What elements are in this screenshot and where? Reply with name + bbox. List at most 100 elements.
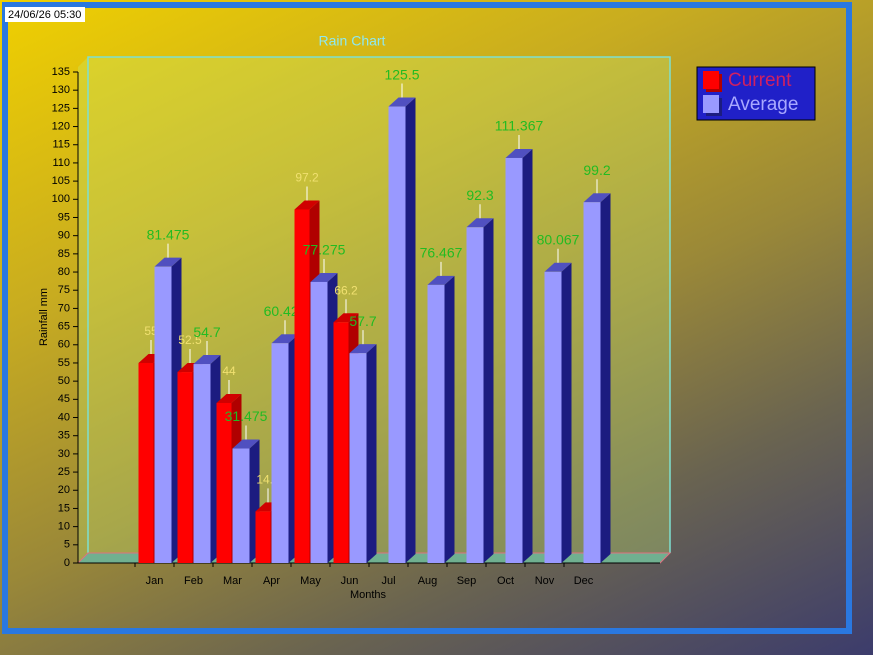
y-tick-label: 95 xyxy=(58,211,70,223)
y-tick-label: 120 xyxy=(52,120,70,132)
bar-top xyxy=(154,257,182,267)
x-tick-label: Oct xyxy=(497,575,514,587)
timestamp: 24/06/26 05:30 xyxy=(8,9,81,21)
bar-top xyxy=(193,355,221,365)
bar xyxy=(255,511,271,563)
x-axis-title: Months xyxy=(350,589,387,601)
y-tick-label: 5 xyxy=(64,539,70,551)
bar xyxy=(310,281,328,563)
bar-top xyxy=(388,97,416,107)
y-tick-label: 20 xyxy=(58,484,70,496)
value-label: 54.7 xyxy=(193,324,220,340)
bar xyxy=(154,266,172,563)
value-label: 44 xyxy=(222,364,236,378)
y-tick-label: 15 xyxy=(58,502,70,514)
x-tick-label: Jul xyxy=(381,575,395,587)
bar-side xyxy=(561,262,572,563)
y-tick-label: 40 xyxy=(58,411,70,423)
y-tick-label: 110 xyxy=(52,157,70,169)
y-tick-label: 65 xyxy=(58,320,70,332)
y-tick-label: 135 xyxy=(52,66,70,78)
legend-label: Current xyxy=(728,70,792,91)
x-tick-label: Sep xyxy=(457,575,477,587)
bar-top xyxy=(271,334,299,344)
bar xyxy=(216,402,232,563)
bar xyxy=(177,372,193,563)
legend-swatch xyxy=(703,95,719,113)
chart-title: Rain Chart xyxy=(319,33,386,49)
value-label: 111.367 xyxy=(495,118,544,134)
bar-side xyxy=(366,344,377,563)
y-tick-label: 30 xyxy=(58,448,70,460)
y-tick-label: 90 xyxy=(58,230,70,242)
y-tick-label: 35 xyxy=(58,430,70,442)
bar-top xyxy=(466,218,494,228)
y-axis-title: Rainfall mm xyxy=(38,288,50,346)
bar-side xyxy=(522,148,533,563)
wall-border xyxy=(87,56,671,553)
bar xyxy=(466,227,484,563)
y-tick-label: 100 xyxy=(52,193,70,205)
y-tick-label: 115 xyxy=(52,139,70,151)
x-tick-label: Dec xyxy=(574,575,594,587)
bar-top xyxy=(349,344,377,354)
timestamp-box xyxy=(5,7,85,22)
value-label: 76.467 xyxy=(420,245,463,261)
y-tick-label: 125 xyxy=(52,102,70,114)
bar-top xyxy=(216,393,242,403)
bar xyxy=(294,209,310,564)
value-label: 97.2 xyxy=(295,171,319,185)
x-tick-label: Jun xyxy=(341,575,359,587)
x-tick-label: Mar xyxy=(223,575,242,587)
y-tick-label: 10 xyxy=(58,521,70,533)
legend-label: Average xyxy=(728,94,798,115)
y-tick-label: 70 xyxy=(58,302,70,314)
value-label: 92.3 xyxy=(466,187,493,203)
bar-top xyxy=(583,193,611,203)
bar xyxy=(544,271,562,563)
x-tick-label: May xyxy=(300,575,321,587)
legend-swatch xyxy=(703,71,719,89)
value-label: 31.475 xyxy=(225,408,268,424)
y-tick-label: 75 xyxy=(58,284,70,296)
bar-side xyxy=(444,275,455,563)
bar xyxy=(427,284,445,563)
x-tick-label: Apr xyxy=(263,575,280,587)
value-label: 125.5 xyxy=(384,66,419,82)
bar-side xyxy=(600,193,611,563)
bar xyxy=(232,448,250,563)
y-tick-label: 45 xyxy=(58,393,70,405)
y-tick-label: 85 xyxy=(58,248,70,260)
y-tick-label: 105 xyxy=(52,175,70,187)
bar-top xyxy=(544,262,572,272)
y-tick-label: 25 xyxy=(58,466,70,478)
bar-top xyxy=(427,275,455,285)
value-label: 99.2 xyxy=(583,162,610,178)
bar-top xyxy=(310,272,338,282)
bar xyxy=(349,353,367,563)
bar-top xyxy=(505,148,533,158)
y-tick-label: 55 xyxy=(58,357,70,369)
value-label: 57.7 xyxy=(349,313,376,329)
bar xyxy=(138,362,154,563)
bar-side xyxy=(405,97,416,563)
bar xyxy=(271,343,289,563)
bar xyxy=(388,106,406,563)
bar xyxy=(333,322,349,563)
y-tick-label: 130 xyxy=(52,84,70,96)
x-tick-label: Jan xyxy=(146,575,164,587)
y-tick-label: 60 xyxy=(58,339,70,351)
bar xyxy=(505,157,523,563)
y-tick-label: 0 xyxy=(64,557,70,569)
bar-top xyxy=(294,200,320,210)
y-tick-label: 50 xyxy=(58,375,70,387)
y-tick-label: 80 xyxy=(58,266,70,278)
bar-side xyxy=(483,218,494,563)
bar-top xyxy=(232,439,260,449)
value-label: 80.067 xyxy=(537,231,580,247)
bar-top xyxy=(333,313,359,323)
value-label: 52.5 xyxy=(178,333,202,347)
value-label: 77.275 xyxy=(303,242,346,258)
